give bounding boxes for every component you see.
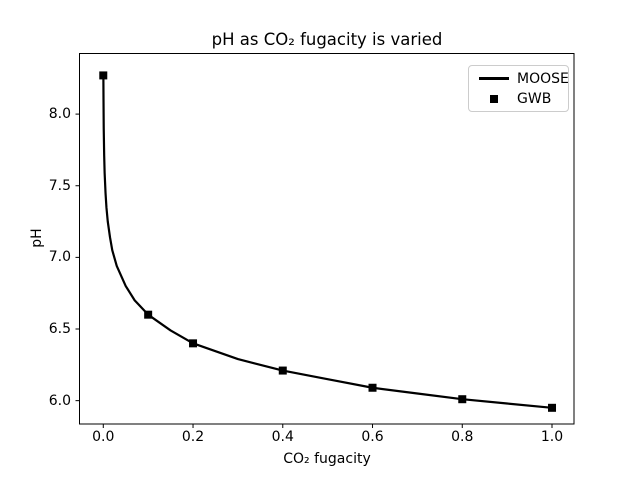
legend: MOOSE GWB: [468, 65, 569, 112]
gwb-marker: [278, 366, 287, 375]
chart-title: pH as CO₂ fugacity is varied: [211, 30, 443, 49]
gwb-marker: [189, 339, 198, 348]
y-tick-label: 6.0: [48, 392, 71, 409]
square-marker-swatch-icon: [490, 94, 498, 103]
x-tick-label: 0.2: [181, 429, 205, 445]
x-tick-label: 1.0: [540, 429, 564, 445]
gwb-marker: [548, 403, 557, 412]
gwb-marker: [99, 71, 108, 80]
gwb-marker: [144, 310, 153, 319]
line-swatch-icon: [479, 77, 509, 80]
x-tick-label: 0.8: [451, 429, 474, 445]
x-tick-label: 0.6: [361, 429, 384, 445]
gwb-marker: [458, 395, 467, 404]
y-axis-label: pH: [29, 228, 45, 248]
legend-handle-moose: [479, 77, 509, 80]
y-tick-label: 7.0: [48, 249, 71, 266]
legend-entry-moose: MOOSE: [469, 69, 569, 88]
gwb-marker: [368, 383, 377, 392]
legend-label-gwb: GWB: [517, 90, 552, 107]
y-tick-label: 8.0: [48, 106, 71, 123]
legend-label-moose: MOOSE: [517, 70, 569, 87]
legend-entry-gwb: GWB: [469, 89, 568, 108]
axes-frame: [79, 53, 575, 425]
x-tick-label: 0.0: [92, 429, 115, 445]
y-tick-label: 6.5: [48, 321, 71, 337]
x-tick-label: 0.4: [271, 429, 294, 445]
legend-handle-gwb: [479, 94, 509, 103]
y-tick-label: 7.5: [48, 177, 71, 194]
moose-line: [102, 74, 554, 409]
x-axis-label: CO₂ fugacity: [283, 451, 371, 467]
